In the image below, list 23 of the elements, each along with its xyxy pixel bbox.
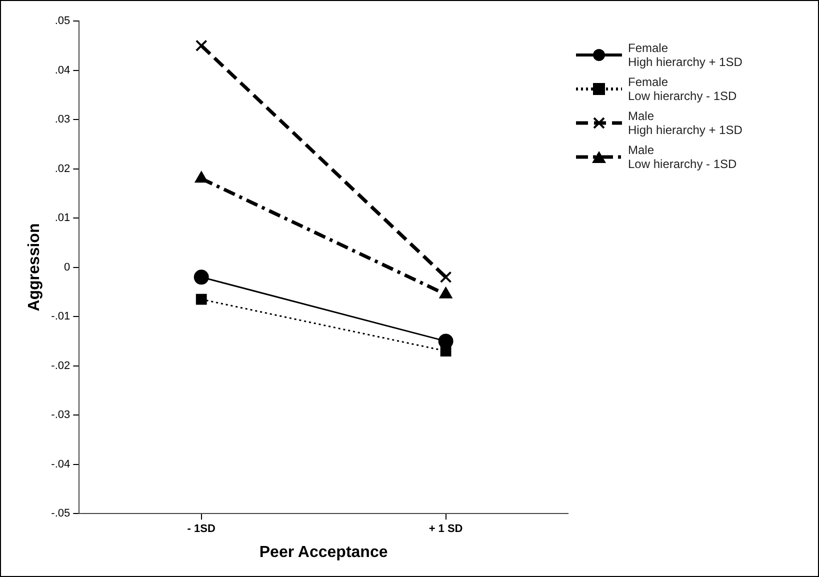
legend-label: Male Low hierarchy - 1SD — [628, 143, 737, 171]
legend-label: Female Low hierarchy - 1SD — [628, 75, 737, 103]
y-tick-label: -.03 — [51, 409, 70, 422]
y-tick-label: .05 — [54, 15, 70, 28]
x-tick-label: - 1SD — [187, 523, 216, 536]
legend-label: Female High hierarchy + 1SD — [628, 41, 742, 69]
y-tick-label: -.04 — [51, 458, 70, 470]
point — [196, 294, 207, 305]
y-tick-label: .02 — [54, 162, 70, 175]
y-tick-label: .04 — [54, 64, 70, 76]
y-tick-label: -.02 — [51, 360, 70, 372]
point — [195, 40, 208, 52]
y-tick-label: -.05 — [51, 508, 70, 520]
point — [194, 270, 209, 285]
x-axis-title: Peer Acceptance — [259, 544, 388, 561]
y-tick-label: .01 — [54, 212, 70, 224]
x-tick-label: + 1 SD — [428, 523, 463, 536]
legend-label: Male High hierarchy + 1SD — [628, 109, 742, 137]
y-tick-label: -.01 — [51, 310, 70, 323]
y-tick-label: 0 — [64, 261, 70, 274]
point — [440, 271, 452, 284]
y-axis-title: Aggression — [26, 223, 44, 312]
y-tick-label: .03 — [54, 114, 70, 126]
